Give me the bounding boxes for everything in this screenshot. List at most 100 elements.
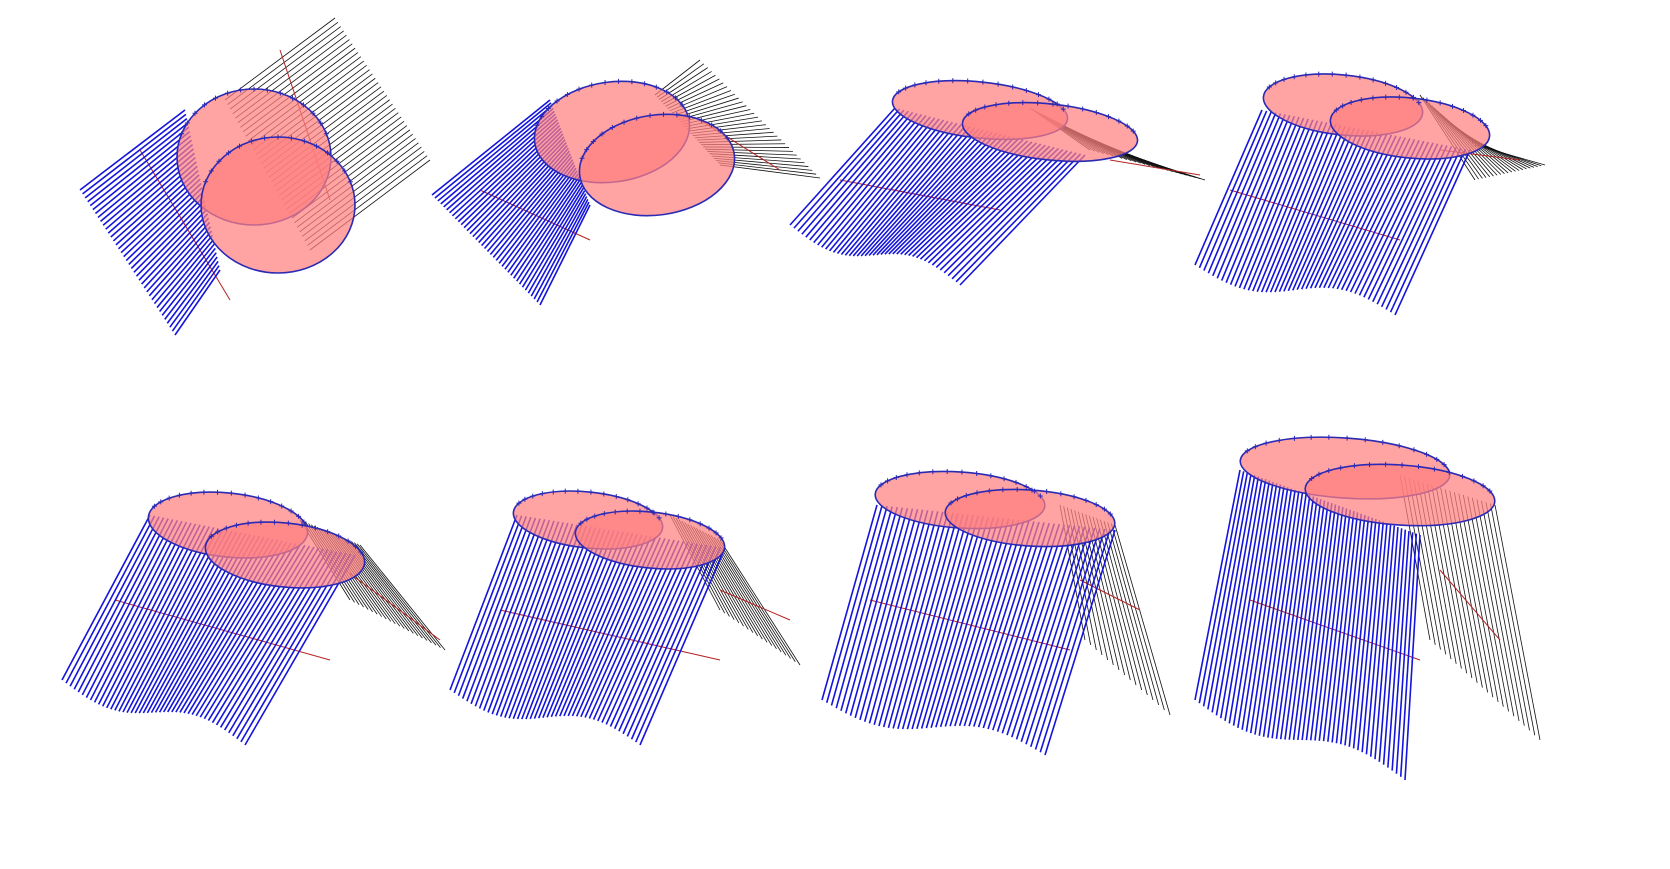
boundary-mark — [288, 135, 294, 141]
boundary-mark — [1380, 439, 1386, 445]
visible-ruling-line — [1229, 116, 1300, 285]
visible-ruling-line — [546, 531, 625, 718]
visible-ruling-line — [987, 523, 1055, 730]
boundary-mark — [1358, 97, 1364, 103]
visible-ruling-line — [146, 221, 211, 293]
visible-ruling-line — [166, 256, 218, 324]
visible-ruling-line — [639, 547, 726, 746]
boundary-mark — [718, 535, 724, 541]
hidden-ruling-line — [716, 538, 796, 662]
visible-ruling-line — [504, 524, 578, 718]
visible-ruling-line — [1332, 137, 1407, 289]
boundary-mark — [642, 81, 648, 87]
visible-ruling-line — [507, 173, 579, 273]
boundary-mark — [988, 473, 994, 479]
hidden-ruling-line — [359, 544, 446, 651]
visible-ruling-line — [510, 176, 580, 276]
boundary-mark — [353, 543, 359, 549]
boundary-mark — [1351, 463, 1357, 469]
visible-ruling-line — [521, 187, 585, 288]
hidden-ruling-line — [1467, 496, 1509, 712]
boundary-mark — [930, 469, 936, 475]
visible-ruling-line — [844, 122, 958, 256]
boundary-mark — [656, 515, 662, 521]
boundary-mark — [545, 105, 551, 111]
visible-ruling-line — [65, 515, 156, 684]
visible-ruling-line — [888, 134, 1007, 255]
hidden-ruling-line — [1109, 149, 1206, 181]
hidden-ruling-line — [1088, 515, 1131, 681]
visible-ruling-line — [1361, 521, 1385, 753]
boundary-mark — [1487, 488, 1493, 494]
disk-2 — [1304, 463, 1496, 527]
visible-ruling-line — [789, 107, 896, 226]
boundary-mark — [698, 117, 704, 123]
boundary-mark — [651, 510, 657, 516]
visible-ruling-line — [868, 510, 929, 724]
visible-ruling-line — [1216, 114, 1286, 279]
visible-ruling-line — [1194, 109, 1263, 266]
boundary-mark — [948, 500, 954, 506]
visible-ruling-line — [848, 123, 962, 257]
boundary-mark — [1020, 100, 1026, 106]
boundary-mark — [599, 131, 605, 137]
visible-ruling-line — [1198, 471, 1245, 704]
hidden-ruling-line — [1110, 523, 1165, 711]
boundary-mark — [1037, 493, 1043, 499]
visible-ruling-line — [1220, 115, 1291, 281]
visible-ruling-line — [508, 524, 583, 719]
boundary-mark — [301, 138, 307, 144]
visible-ruling-line — [513, 179, 581, 279]
boundary-mark — [963, 493, 969, 499]
visible-ruling-line — [1269, 124, 1342, 293]
boundary-mark — [601, 491, 607, 497]
boundary-marks — [1266, 71, 1489, 129]
boundary-mark — [296, 513, 302, 519]
visible-ruling-line — [158, 243, 215, 312]
visible-ruling-line — [992, 523, 1061, 731]
boundary-mark — [1107, 511, 1113, 517]
visible-ruling-line — [516, 526, 592, 720]
boundary-mark — [613, 494, 619, 500]
visible-ruling-line — [1256, 122, 1328, 292]
visible-ruling-line — [1203, 111, 1272, 271]
visible-ruling-line — [605, 541, 689, 725]
boundary-mark — [1276, 437, 1282, 443]
boundary-mark — [1460, 473, 1466, 479]
boundary-mark — [1244, 448, 1250, 454]
boundary-mark — [1471, 478, 1477, 484]
visible-ruling-line — [94, 135, 192, 215]
visible-ruling-line — [527, 193, 587, 294]
hidden-ruling-line — [1103, 520, 1154, 701]
boundary-mark — [974, 471, 980, 477]
boundary-mark — [1362, 437, 1368, 443]
boundary-mark — [634, 115, 640, 121]
boundary-mark — [312, 525, 318, 531]
boundary-mark — [1461, 108, 1467, 114]
boundary-mark — [1046, 96, 1052, 102]
visible-ruling-line — [897, 513, 959, 730]
visible-ruling-line — [89, 520, 183, 701]
visible-ruling-line — [1297, 501, 1329, 741]
visible-ruling-line — [1030, 528, 1101, 748]
boundary-mark — [1399, 462, 1405, 468]
boundary-mark — [1001, 476, 1007, 482]
boundary-mark — [663, 511, 669, 517]
visible-ruling-line — [824, 117, 936, 250]
visible-ruling-lines — [79, 109, 221, 336]
hidden-ruling-line — [713, 536, 791, 659]
visible-ruling-line — [896, 136, 1015, 255]
boundary-mark — [318, 120, 324, 126]
visible-ruling-line — [860, 127, 976, 257]
visible-ruling-lines — [789, 107, 1086, 286]
boundary-mark — [245, 520, 251, 526]
boundary-mark — [242, 492, 248, 498]
visible-ruling-line — [487, 521, 560, 713]
boundary-mark — [1303, 72, 1309, 78]
boundary-mark — [1348, 99, 1354, 105]
boundary-mark — [590, 138, 596, 144]
visible-ruling-line — [1194, 469, 1241, 701]
boundary-mark — [1006, 100, 1012, 106]
boundary-mark — [192, 110, 198, 116]
boundary-mark — [1416, 464, 1422, 470]
